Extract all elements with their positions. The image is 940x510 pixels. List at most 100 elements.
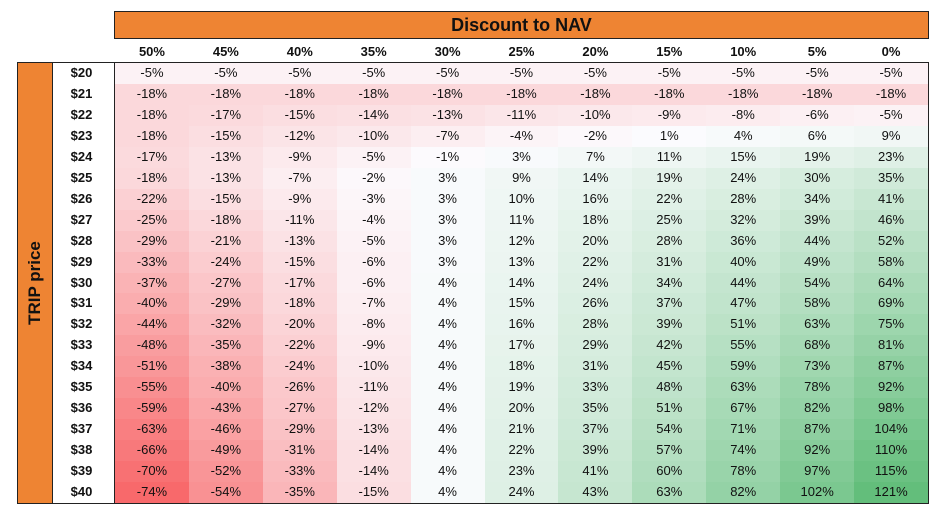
heatmap-cell: 28% (558, 314, 633, 336)
heatmap-cell: -8% (336, 314, 411, 336)
heatmap-cell: 42% (632, 335, 707, 357)
heatmap-cell: -51% (115, 356, 189, 378)
heatmap-cell: 37% (632, 293, 707, 315)
column-header: 5% (807, 44, 827, 59)
heatmap-cell: 17% (484, 335, 559, 357)
heatmap-cell: -14% (336, 440, 411, 462)
heatmap-cell: -4% (484, 125, 559, 147)
heatmap-cell: -5% (410, 63, 485, 84)
heatmap-cell: 34% (632, 272, 707, 294)
heatmap-cell: -66% (115, 440, 189, 462)
heatmap-cell: -29% (188, 293, 263, 315)
heatmap-cell: 55% (706, 335, 781, 357)
heatmap-cell: -18% (115, 104, 189, 126)
row-label: $25 (70, 169, 93, 185)
heatmap-cell: 4% (410, 314, 485, 336)
heatmap-cell: -18% (188, 209, 263, 231)
heatmap-cell: -13% (336, 419, 411, 441)
heatmap-cell: -7% (410, 125, 485, 147)
heatmap-cell: 10% (484, 188, 559, 210)
heatmap-cell: 20% (484, 398, 559, 420)
heatmap-cell: -11% (484, 104, 559, 126)
row-label: $23 (70, 127, 93, 143)
heatmap-cell: 81% (854, 335, 928, 357)
heatmap-cell: 51% (706, 314, 781, 336)
row-label: $36 (70, 400, 93, 416)
heatmap-cell: -1% (410, 146, 485, 168)
discount-to-nav-header: Discount to NAV (114, 11, 929, 39)
heatmap-cell: 19% (484, 377, 559, 399)
heatmap-cell: -22% (115, 188, 189, 210)
heatmap-cell: -9% (262, 146, 337, 168)
heatmap-cell: 7% (558, 146, 633, 168)
trip-price-side-band: TRIP price (17, 62, 53, 504)
heatmap-cell: 14% (484, 272, 559, 294)
heatmap-cell: -21% (188, 230, 263, 252)
heatmap-cell: -18% (854, 83, 928, 105)
heatmap-cell: 63% (706, 377, 781, 399)
heatmap-cell: -5% (188, 63, 263, 84)
heatmap-cell: 52% (854, 230, 928, 252)
heatmap-cell: 35% (558, 398, 633, 420)
column-header: 45% (212, 44, 239, 59)
heatmap-cell: 92% (854, 377, 928, 399)
column-header: 10% (730, 44, 757, 59)
heatmap-cell: -33% (262, 461, 337, 483)
heatmap-cell: 39% (558, 440, 633, 462)
row-labels: $20 $21 $22 $23 $24 $25 $26 $27 $28 $29 $30 $31 $32 $… (53, 62, 114, 504)
heatmap-cell: -59% (115, 398, 189, 420)
heatmap-cell: -74% (115, 482, 189, 503)
heatmap-cell: -33% (115, 251, 189, 273)
heatmap-cell: -9% (632, 104, 707, 126)
heatmap-cell: -49% (188, 440, 263, 462)
heatmap-cell: -2% (336, 167, 411, 189)
heatmap-cell: 25% (632, 209, 707, 231)
row-label: $31 (70, 295, 93, 311)
heatmap-cell: -12% (262, 125, 337, 147)
heatmap-cell: 4% (410, 356, 485, 378)
row-label: $32 (70, 316, 93, 332)
heatmap-cell: 30% (780, 167, 855, 189)
heatmap-cell: 11% (632, 146, 707, 168)
heatmap-cell: 12% (484, 230, 559, 252)
heatmap-cell: 48% (632, 377, 707, 399)
heatmap-cell: 4% (410, 293, 485, 315)
heatmap-cell: 39% (632, 314, 707, 336)
heatmap-cell: 24% (484, 482, 559, 503)
heatmap-cell: -46% (188, 419, 263, 441)
heatmap-cell: 60% (632, 461, 707, 483)
heatmap-cell: 57% (632, 440, 707, 462)
heatmap-cell: -11% (336, 377, 411, 399)
heatmap-cell: 110% (854, 440, 928, 462)
column-header: 50% (138, 44, 165, 59)
heatmap-cell: -35% (188, 335, 263, 357)
heatmap-cell: -18% (706, 83, 781, 105)
heatmap-cell: 3% (484, 146, 559, 168)
heatmap-cell: 68% (780, 335, 855, 357)
heatmap-cell: 92% (780, 440, 855, 462)
heatmap-cell: -40% (115, 293, 189, 315)
row-label: $29 (70, 253, 93, 269)
row-label: $22 (70, 106, 93, 122)
row-label: $35 (70, 379, 93, 395)
heatmap-cell: 26% (558, 293, 633, 315)
heatmap-cell: 64% (854, 272, 928, 294)
heatmap-cell: -43% (188, 398, 263, 420)
row-label: $26 (70, 190, 93, 206)
heatmap-cell: -10% (558, 104, 633, 126)
heatmap-cell: 23% (854, 146, 928, 168)
heatmap-cell: -15% (188, 188, 263, 210)
heatmap-cell: -29% (115, 230, 189, 252)
heatmap-cell: -5% (262, 63, 337, 84)
heatmap-cell: 14% (558, 167, 633, 189)
heatmap-cell: 104% (854, 419, 928, 441)
heatmap-cell: 121% (854, 482, 928, 503)
row-label: $38 (70, 442, 93, 458)
heatmap-cell: 98% (854, 398, 928, 420)
heatmap-cell: 28% (706, 188, 781, 210)
heatmap-cell: 31% (558, 356, 633, 378)
column-header: 30% (434, 44, 461, 59)
heatmap-cell: 3% (410, 167, 485, 189)
heatmap-cell: -6% (336, 251, 411, 273)
heatmap-cell: -35% (262, 482, 337, 503)
